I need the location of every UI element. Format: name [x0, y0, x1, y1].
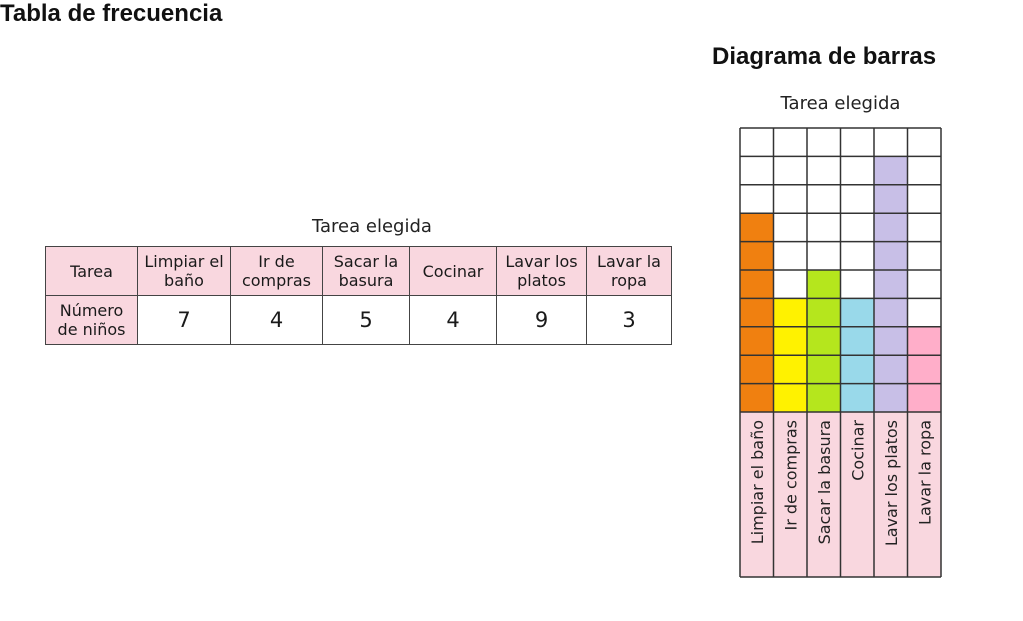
category-label: Cocinar — [848, 420, 867, 481]
frequency-table: Tarea Limpiar el baño Ir de compras Saca… — [45, 246, 672, 345]
table-caption: Tarea elegida — [312, 216, 432, 237]
table-value-row: Número de niños 7 4 5 4 9 3 — [45, 295, 672, 345]
category-label-cell — [840, 412, 874, 577]
header-cell: Cocinar — [409, 246, 497, 296]
header-cell: Sacar la basura — [322, 246, 410, 296]
bar — [907, 326, 941, 412]
value-cell: 4 — [409, 295, 497, 345]
bar-chart-heading: Diagrama de barras — [712, 43, 937, 70]
category-label-cell — [874, 412, 908, 577]
category-label-cell — [807, 412, 841, 577]
value-cell: 9 — [496, 295, 587, 345]
category-label: Sacar la basura — [815, 420, 834, 544]
value-cell: 7 — [137, 295, 231, 345]
table-header-row: Tarea Limpiar el baño Ir de compras Saca… — [45, 246, 672, 296]
header-cell: Lavar los platos — [496, 246, 587, 296]
category-label-cell — [907, 412, 941, 577]
bar — [740, 213, 774, 412]
header-label-cell: Tarea — [45, 246, 138, 296]
value-cell: 5 — [322, 295, 410, 345]
bar-chart: Tarea elegida Limpiar el baño Ir de compra… — [739, 93, 942, 578]
header-cell: Lavar la ropa — [586, 246, 672, 296]
category-label: Ir de compras — [781, 420, 800, 531]
bar — [874, 156, 908, 412]
category-label: Limpiar el baño — [748, 420, 767, 544]
header-cell: Limpiar el baño — [137, 246, 231, 296]
bar — [807, 270, 841, 412]
value-cell: 3 — [586, 295, 672, 345]
chart-title: Tarea elegida — [780, 93, 901, 114]
value-label-cell: Número de niños — [45, 295, 138, 345]
category-label-cell — [740, 412, 774, 577]
category-label: Lavar la ropa — [915, 420, 934, 525]
value-cell: 4 — [230, 295, 323, 345]
category-label: Lavar los platos — [882, 420, 901, 546]
header-cell: Ir de compras — [230, 246, 323, 296]
category-label-cell — [773, 412, 807, 577]
frequency-table-heading: Tabla de frecuencia — [0, 0, 223, 27]
